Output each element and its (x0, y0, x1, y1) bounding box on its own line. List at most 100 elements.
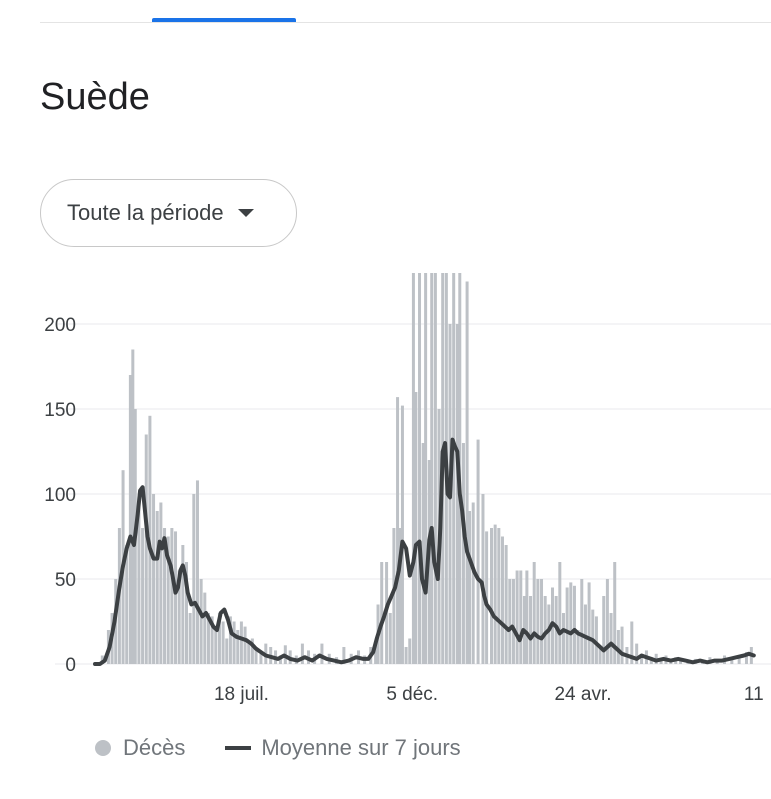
bar-35 (225, 638, 229, 664)
x-tick-label-2: 24 avr. (554, 684, 611, 705)
average-line-series (93, 437, 756, 666)
bar-19 (166, 536, 170, 664)
bar-81 (433, 273, 437, 664)
bar-75 (414, 392, 418, 664)
bar-27 (195, 480, 199, 664)
bar-80 (430, 273, 434, 664)
bar-36 (228, 616, 232, 664)
bar-130 (613, 562, 617, 664)
bar-93 (476, 439, 480, 664)
x-tick-label-0: 18 juil. (214, 684, 269, 705)
bar-119 (572, 585, 576, 664)
bar-153 (744, 652, 748, 664)
bar-78 (424, 273, 428, 664)
bar-52 (300, 643, 304, 664)
bar-34 (221, 621, 225, 664)
bar-37 (232, 621, 236, 664)
period-dropdown[interactable]: Toute la période (40, 179, 297, 247)
tab-bar-divider (40, 22, 771, 23)
bar-25 (188, 613, 192, 664)
chevron-down-icon (237, 209, 254, 217)
bar-94 (481, 494, 485, 664)
bar-44 (259, 653, 263, 664)
bar-87 (455, 324, 459, 664)
bar-76 (418, 273, 422, 664)
y-tick-label-150: 150 (44, 400, 76, 421)
bar-110 (540, 579, 544, 664)
bar-122 (583, 604, 587, 664)
bar-9 (131, 349, 135, 664)
bar-100 (504, 545, 508, 664)
active-tab-indicator[interactable] (152, 18, 296, 22)
average-legend-label: Moyenne sur 7 jours (261, 735, 461, 760)
bar-69 (396, 397, 400, 664)
bar-55 (320, 643, 324, 664)
bar-96 (490, 528, 493, 664)
x-tick-label-1: 5 déc. (386, 684, 438, 705)
bar-152 (737, 655, 741, 664)
bar-91 (468, 511, 472, 664)
bar-30 (206, 613, 210, 664)
y-tick-label-100: 100 (44, 485, 76, 506)
bar-74 (411, 273, 415, 664)
bar-7 (125, 545, 129, 664)
bar-24 (185, 562, 188, 664)
bar-73 (408, 638, 412, 664)
bar-18 (163, 528, 167, 664)
bar-21 (174, 531, 178, 664)
bar-41 (247, 643, 251, 664)
bar-77 (421, 443, 425, 664)
bar-31 (210, 616, 214, 664)
bar-68 (392, 528, 396, 664)
chart-legend: Décès Moyenne sur 7 jours (95, 735, 461, 761)
bar-32 (214, 626, 218, 664)
bar-117 (565, 587, 569, 664)
bar-129 (609, 613, 613, 664)
bar-125 (594, 616, 598, 664)
bar-123 (587, 582, 591, 664)
bar-104 (519, 570, 523, 664)
bar-86 (452, 273, 456, 664)
bar-17 (159, 502, 163, 664)
y-tick-label-0: 0 (65, 655, 76, 676)
bar-11 (137, 497, 141, 664)
bar-101 (508, 579, 512, 664)
bar-58 (342, 647, 346, 664)
bar-97 (493, 524, 497, 664)
bar-40 (243, 626, 247, 664)
bar-121 (580, 579, 584, 664)
deaths-chart: 0 50 100 150 200 18 juil. 5 déc. 24 avr. 11 (44, 273, 771, 705)
bar-13 (144, 434, 148, 664)
bar-135 (635, 643, 639, 664)
bar-151 (730, 657, 734, 664)
bar-102 (511, 579, 515, 664)
x-axis-labels: 18 juil. 5 déc. 24 avr. 11 (214, 684, 764, 705)
bar-99 (500, 536, 504, 664)
bar-1 (100, 655, 104, 664)
y-axis-labels: 0 50 100 150 200 (44, 315, 76, 676)
bar-108 (532, 562, 536, 664)
bar-111 (543, 596, 547, 664)
bar-38 (236, 630, 240, 664)
bar-71 (400, 405, 404, 664)
bar-136 (640, 655, 644, 664)
bar-118 (569, 582, 573, 664)
y-tick-label-200: 200 (44, 315, 76, 336)
bar-23 (181, 545, 185, 664)
bar-22 (177, 570, 181, 664)
y-tick-label-50: 50 (55, 570, 76, 591)
bar-42 (250, 638, 254, 664)
bar-98 (497, 528, 501, 664)
bar-109 (536, 579, 540, 664)
bar-12 (141, 528, 145, 664)
bar-116 (561, 613, 565, 664)
bar-26 (192, 494, 196, 664)
bar-39 (239, 621, 243, 664)
bar-8 (128, 375, 132, 664)
bar-107 (529, 596, 533, 664)
bar-112 (547, 604, 551, 664)
bar-124 (591, 609, 595, 664)
bar-132 (620, 626, 624, 664)
bar-28 (199, 579, 203, 664)
bar-67 (388, 613, 392, 664)
